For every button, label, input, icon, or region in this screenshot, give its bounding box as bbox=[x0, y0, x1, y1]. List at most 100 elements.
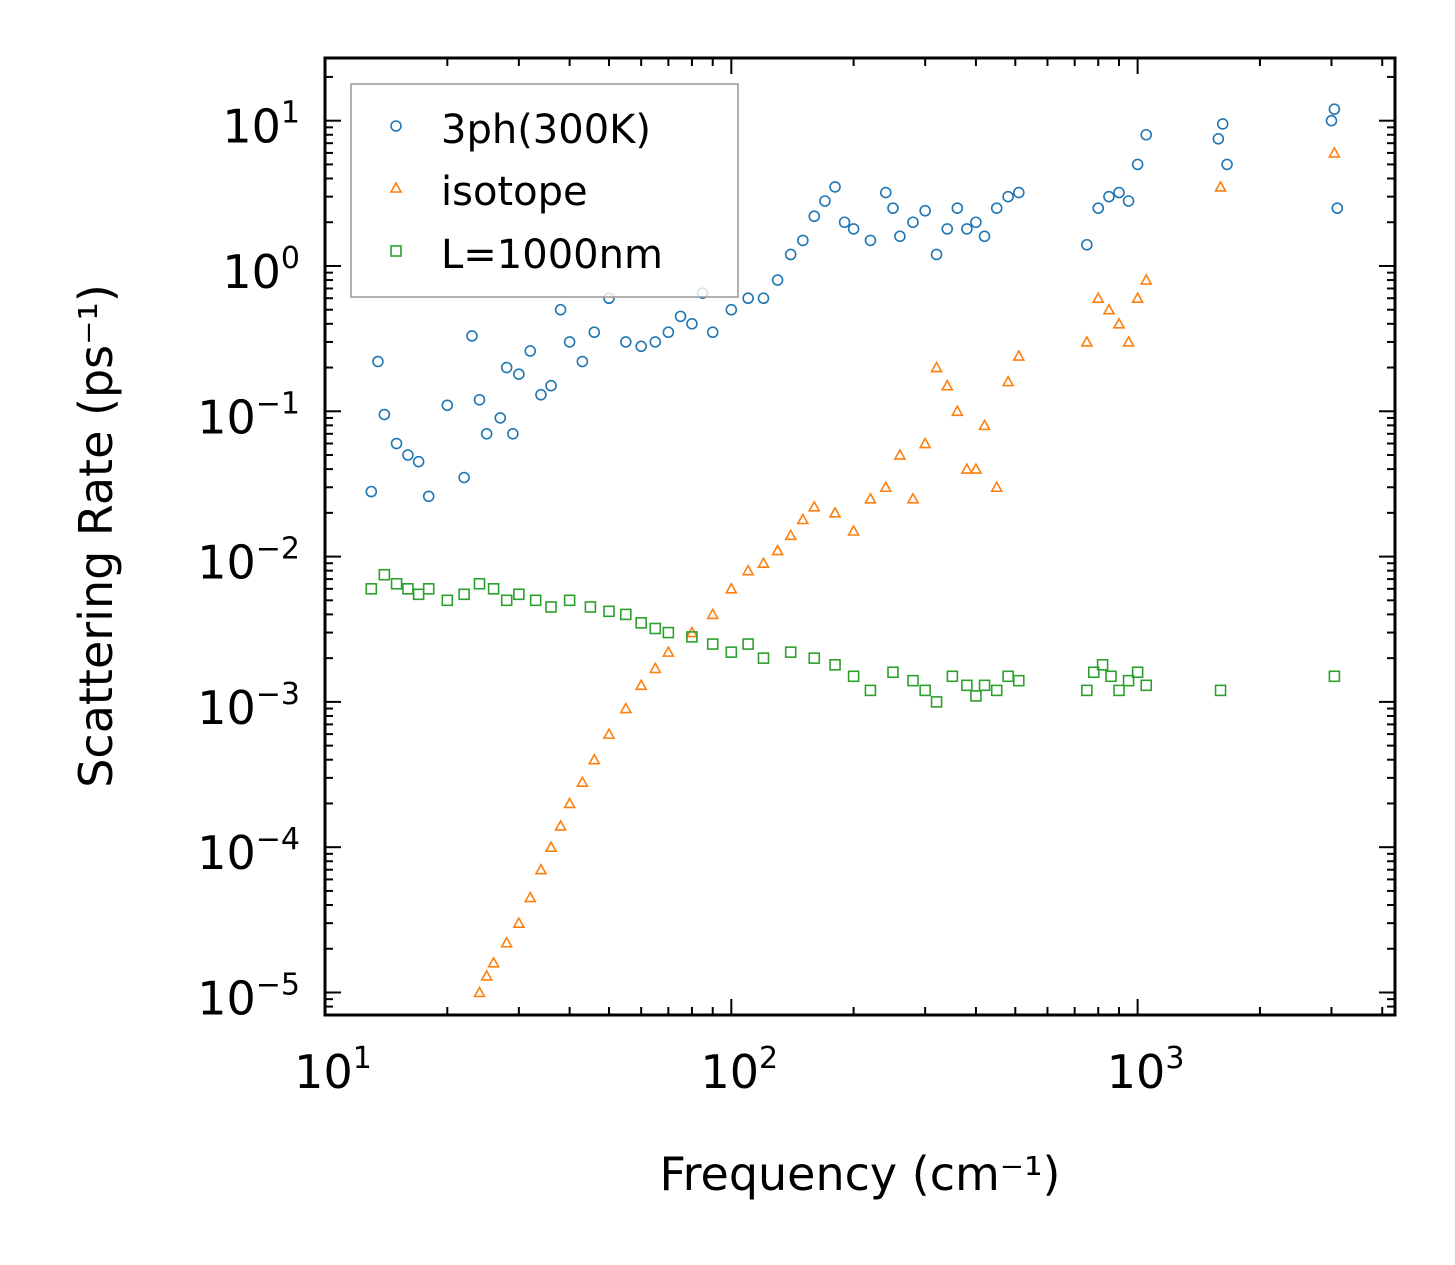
data-point bbox=[513, 588, 525, 601]
data-point bbox=[951, 202, 964, 214]
data-point bbox=[1002, 190, 1014, 203]
data-point bbox=[441, 594, 454, 607]
data-point bbox=[978, 230, 991, 243]
data-point bbox=[1091, 291, 1105, 304]
data-point bbox=[588, 326, 601, 339]
data-point bbox=[635, 340, 647, 353]
data-point bbox=[1214, 684, 1227, 697]
data-point bbox=[1325, 114, 1338, 127]
data-point bbox=[724, 582, 738, 594]
data-point bbox=[725, 646, 738, 658]
data-point bbox=[978, 418, 991, 431]
data-point bbox=[930, 696, 943, 708]
legend-marker-3 bbox=[390, 245, 402, 257]
data-point bbox=[584, 601, 597, 613]
data-point bbox=[487, 956, 500, 968]
legend: 3ph(300K) isotope L=1000nm bbox=[350, 83, 739, 298]
data-point bbox=[919, 684, 931, 697]
data-point bbox=[587, 753, 601, 765]
data-point bbox=[513, 368, 525, 380]
data-point bbox=[907, 674, 919, 687]
data-point bbox=[797, 234, 809, 247]
data-point bbox=[960, 462, 974, 474]
data-point bbox=[1087, 666, 1100, 679]
data-point bbox=[961, 679, 973, 692]
data-point bbox=[365, 583, 378, 595]
data-point bbox=[742, 292, 754, 305]
x-tick-label: 101 bbox=[294, 1041, 372, 1099]
data-point bbox=[990, 684, 1003, 697]
data-point bbox=[649, 622, 662, 635]
data-point bbox=[563, 796, 576, 809]
data-point bbox=[512, 916, 526, 928]
data-point bbox=[1001, 374, 1015, 387]
legend-marker-1 bbox=[390, 120, 402, 132]
data-point bbox=[422, 583, 435, 595]
y-axis-title: Scattering Rate (ps⁻¹) bbox=[69, 284, 123, 788]
data-point bbox=[545, 601, 557, 613]
data-point bbox=[524, 345, 537, 357]
data-point bbox=[847, 223, 860, 235]
data-point bbox=[784, 528, 798, 541]
data-point bbox=[828, 506, 842, 518]
data-point bbox=[864, 684, 877, 697]
plot-frame bbox=[323, 56, 1397, 1017]
data-point bbox=[970, 216, 982, 229]
data-point bbox=[480, 427, 493, 440]
data-point bbox=[1122, 335, 1135, 347]
data-point bbox=[1122, 195, 1135, 207]
data-point bbox=[603, 605, 615, 618]
data-point bbox=[1131, 291, 1144, 304]
data-point bbox=[473, 985, 486, 998]
data-point bbox=[674, 310, 687, 323]
data-point bbox=[807, 500, 821, 512]
x-axis-title: Frequency (cm⁻¹) bbox=[660, 1147, 1061, 1201]
data-point bbox=[1012, 674, 1025, 687]
data-point bbox=[500, 594, 513, 607]
data-point bbox=[741, 564, 755, 576]
data-markers bbox=[365, 103, 1344, 998]
data-point bbox=[620, 608, 632, 621]
data-point bbox=[1328, 146, 1341, 158]
data-point bbox=[390, 437, 403, 450]
data-point bbox=[906, 492, 920, 504]
data-point bbox=[494, 412, 507, 424]
data-point bbox=[919, 204, 931, 217]
data-point bbox=[545, 379, 557, 392]
data-point bbox=[969, 462, 983, 474]
data-point bbox=[529, 594, 542, 607]
data-point bbox=[1012, 186, 1025, 199]
data-point bbox=[1221, 158, 1233, 171]
legend-label-3ph: 3ph(300K) bbox=[441, 107, 651, 153]
data-point bbox=[829, 658, 841, 671]
data-point bbox=[378, 568, 391, 581]
data-point bbox=[500, 936, 514, 948]
data-point bbox=[378, 408, 391, 421]
data-point bbox=[1139, 273, 1153, 285]
data-point bbox=[576, 775, 589, 788]
legend-markers bbox=[389, 120, 403, 257]
data-point bbox=[706, 326, 719, 339]
data-point bbox=[978, 679, 991, 692]
y-tick-label: 101 bbox=[222, 96, 300, 154]
data-point bbox=[563, 594, 576, 607]
data-point bbox=[619, 701, 633, 714]
data-point bbox=[990, 202, 1003, 214]
data-point bbox=[620, 336, 632, 348]
data-point bbox=[1214, 180, 1227, 192]
data-point bbox=[1092, 202, 1105, 214]
data-point bbox=[1113, 684, 1125, 697]
y-tick-label: 10−4 bbox=[197, 822, 300, 880]
data-point bbox=[907, 216, 919, 229]
data-point bbox=[918, 436, 932, 449]
data-point bbox=[1103, 190, 1115, 203]
data-point bbox=[473, 393, 486, 406]
data-point bbox=[534, 863, 548, 875]
data-point bbox=[879, 480, 893, 493]
legend-label-boundary: L=1000nm bbox=[441, 232, 663, 278]
data-point bbox=[771, 543, 784, 556]
data-point bbox=[563, 336, 576, 348]
data-point bbox=[535, 388, 547, 401]
data-point bbox=[1102, 303, 1116, 315]
data-point bbox=[757, 292, 770, 305]
